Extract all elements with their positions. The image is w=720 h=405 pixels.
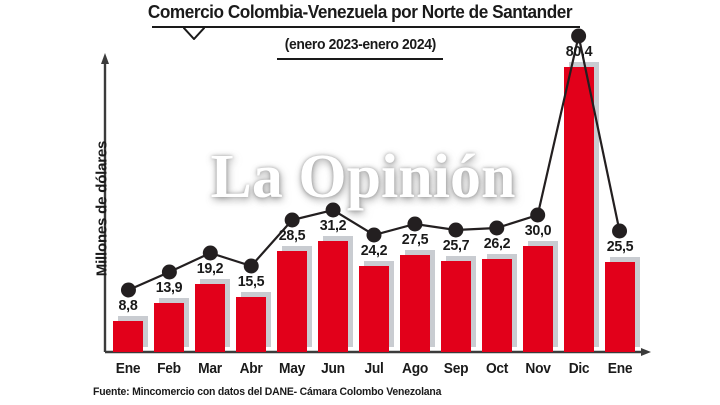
bar-value-label: 26,2 bbox=[483, 235, 511, 252]
bar[interactable] bbox=[523, 246, 553, 352]
trend-marker[interactable] bbox=[243, 258, 259, 274]
x-axis-tick-label: Sep bbox=[443, 361, 469, 377]
chart-subtitle-block: (enero 2023-enero 2024) bbox=[0, 36, 720, 54]
x-axis-tick-label: Ene bbox=[116, 361, 141, 377]
x-axis-tick-label: Dic bbox=[568, 361, 589, 377]
trend-marker[interactable] bbox=[284, 212, 300, 228]
trend-marker[interactable] bbox=[407, 216, 423, 232]
bar[interactable] bbox=[236, 297, 266, 352]
chart-subtitle: (enero 2023-enero 2024) bbox=[284, 36, 436, 53]
x-axis-tick-label: Feb bbox=[157, 361, 182, 377]
bar-value-label: 25,7 bbox=[442, 237, 470, 254]
bar-value-label: 30,0 bbox=[524, 222, 551, 239]
trend-marker[interactable] bbox=[530, 207, 546, 223]
title-callout-notch-icon bbox=[183, 27, 205, 40]
bar[interactable] bbox=[482, 259, 512, 352]
bar[interactable] bbox=[195, 284, 225, 352]
bar-value-label: 25,5 bbox=[606, 238, 633, 255]
trend-marker[interactable] bbox=[612, 223, 628, 239]
trend-marker[interactable] bbox=[161, 264, 177, 280]
y-axis-title: Millones de dólares bbox=[93, 140, 111, 277]
bar[interactable] bbox=[154, 303, 184, 352]
bar-value-label: 80,4 bbox=[565, 43, 592, 60]
trend-marker[interactable] bbox=[489, 220, 505, 236]
bar-value-label: 28,5 bbox=[278, 227, 306, 244]
trend-marker[interactable] bbox=[366, 227, 382, 243]
bar-value-label: 15,5 bbox=[237, 273, 265, 290]
chart-title-block: Comercio Colombia-Venezuela por Norte de… bbox=[0, 2, 720, 22]
x-axis-tick-label: May bbox=[279, 361, 306, 377]
bar-value-label: 19,2 bbox=[196, 260, 224, 277]
x-axis-tick-label: Jun bbox=[321, 361, 345, 377]
x-axis-tick-label: Oct bbox=[485, 361, 508, 377]
x-axis-tick-label: Mar bbox=[198, 361, 223, 377]
bar[interactable] bbox=[564, 67, 594, 352]
x-axis-tick-label: Abr bbox=[239, 361, 263, 377]
x-axis-tick-label: Ene bbox=[607, 361, 632, 377]
x-axis-tick-label: Ago bbox=[401, 361, 428, 377]
bar-value-label: 27,5 bbox=[401, 231, 429, 248]
trend-marker[interactable] bbox=[202, 245, 218, 261]
page-title: Comercio Colombia-Venezuela por Norte de… bbox=[147, 1, 573, 22]
trend-marker[interactable] bbox=[448, 222, 464, 238]
bar-value-label: 31,2 bbox=[319, 217, 347, 234]
bar-value-label: 8,8 bbox=[118, 297, 138, 314]
bar[interactable] bbox=[605, 262, 635, 352]
x-axis-tick-label: Nov bbox=[525, 361, 551, 377]
bar[interactable] bbox=[277, 251, 307, 352]
trend-marker[interactable] bbox=[325, 202, 341, 218]
trend-marker[interactable] bbox=[571, 28, 587, 44]
bar[interactable] bbox=[359, 266, 389, 352]
bar[interactable] bbox=[441, 261, 471, 352]
trend-marker[interactable] bbox=[120, 282, 136, 298]
subtitle-underline bbox=[277, 58, 443, 60]
bar[interactable] bbox=[400, 255, 430, 352]
x-axis-tick-label: Jul bbox=[364, 361, 384, 377]
source-note: Fuente: Mincomercio con datos del DANE- … bbox=[93, 386, 442, 398]
title-underline bbox=[152, 26, 580, 28]
bar[interactable] bbox=[318, 241, 348, 352]
bar-value-label: 13,9 bbox=[156, 279, 183, 296]
bar[interactable] bbox=[113, 321, 143, 352]
bar-value-label: 24,2 bbox=[360, 242, 388, 259]
